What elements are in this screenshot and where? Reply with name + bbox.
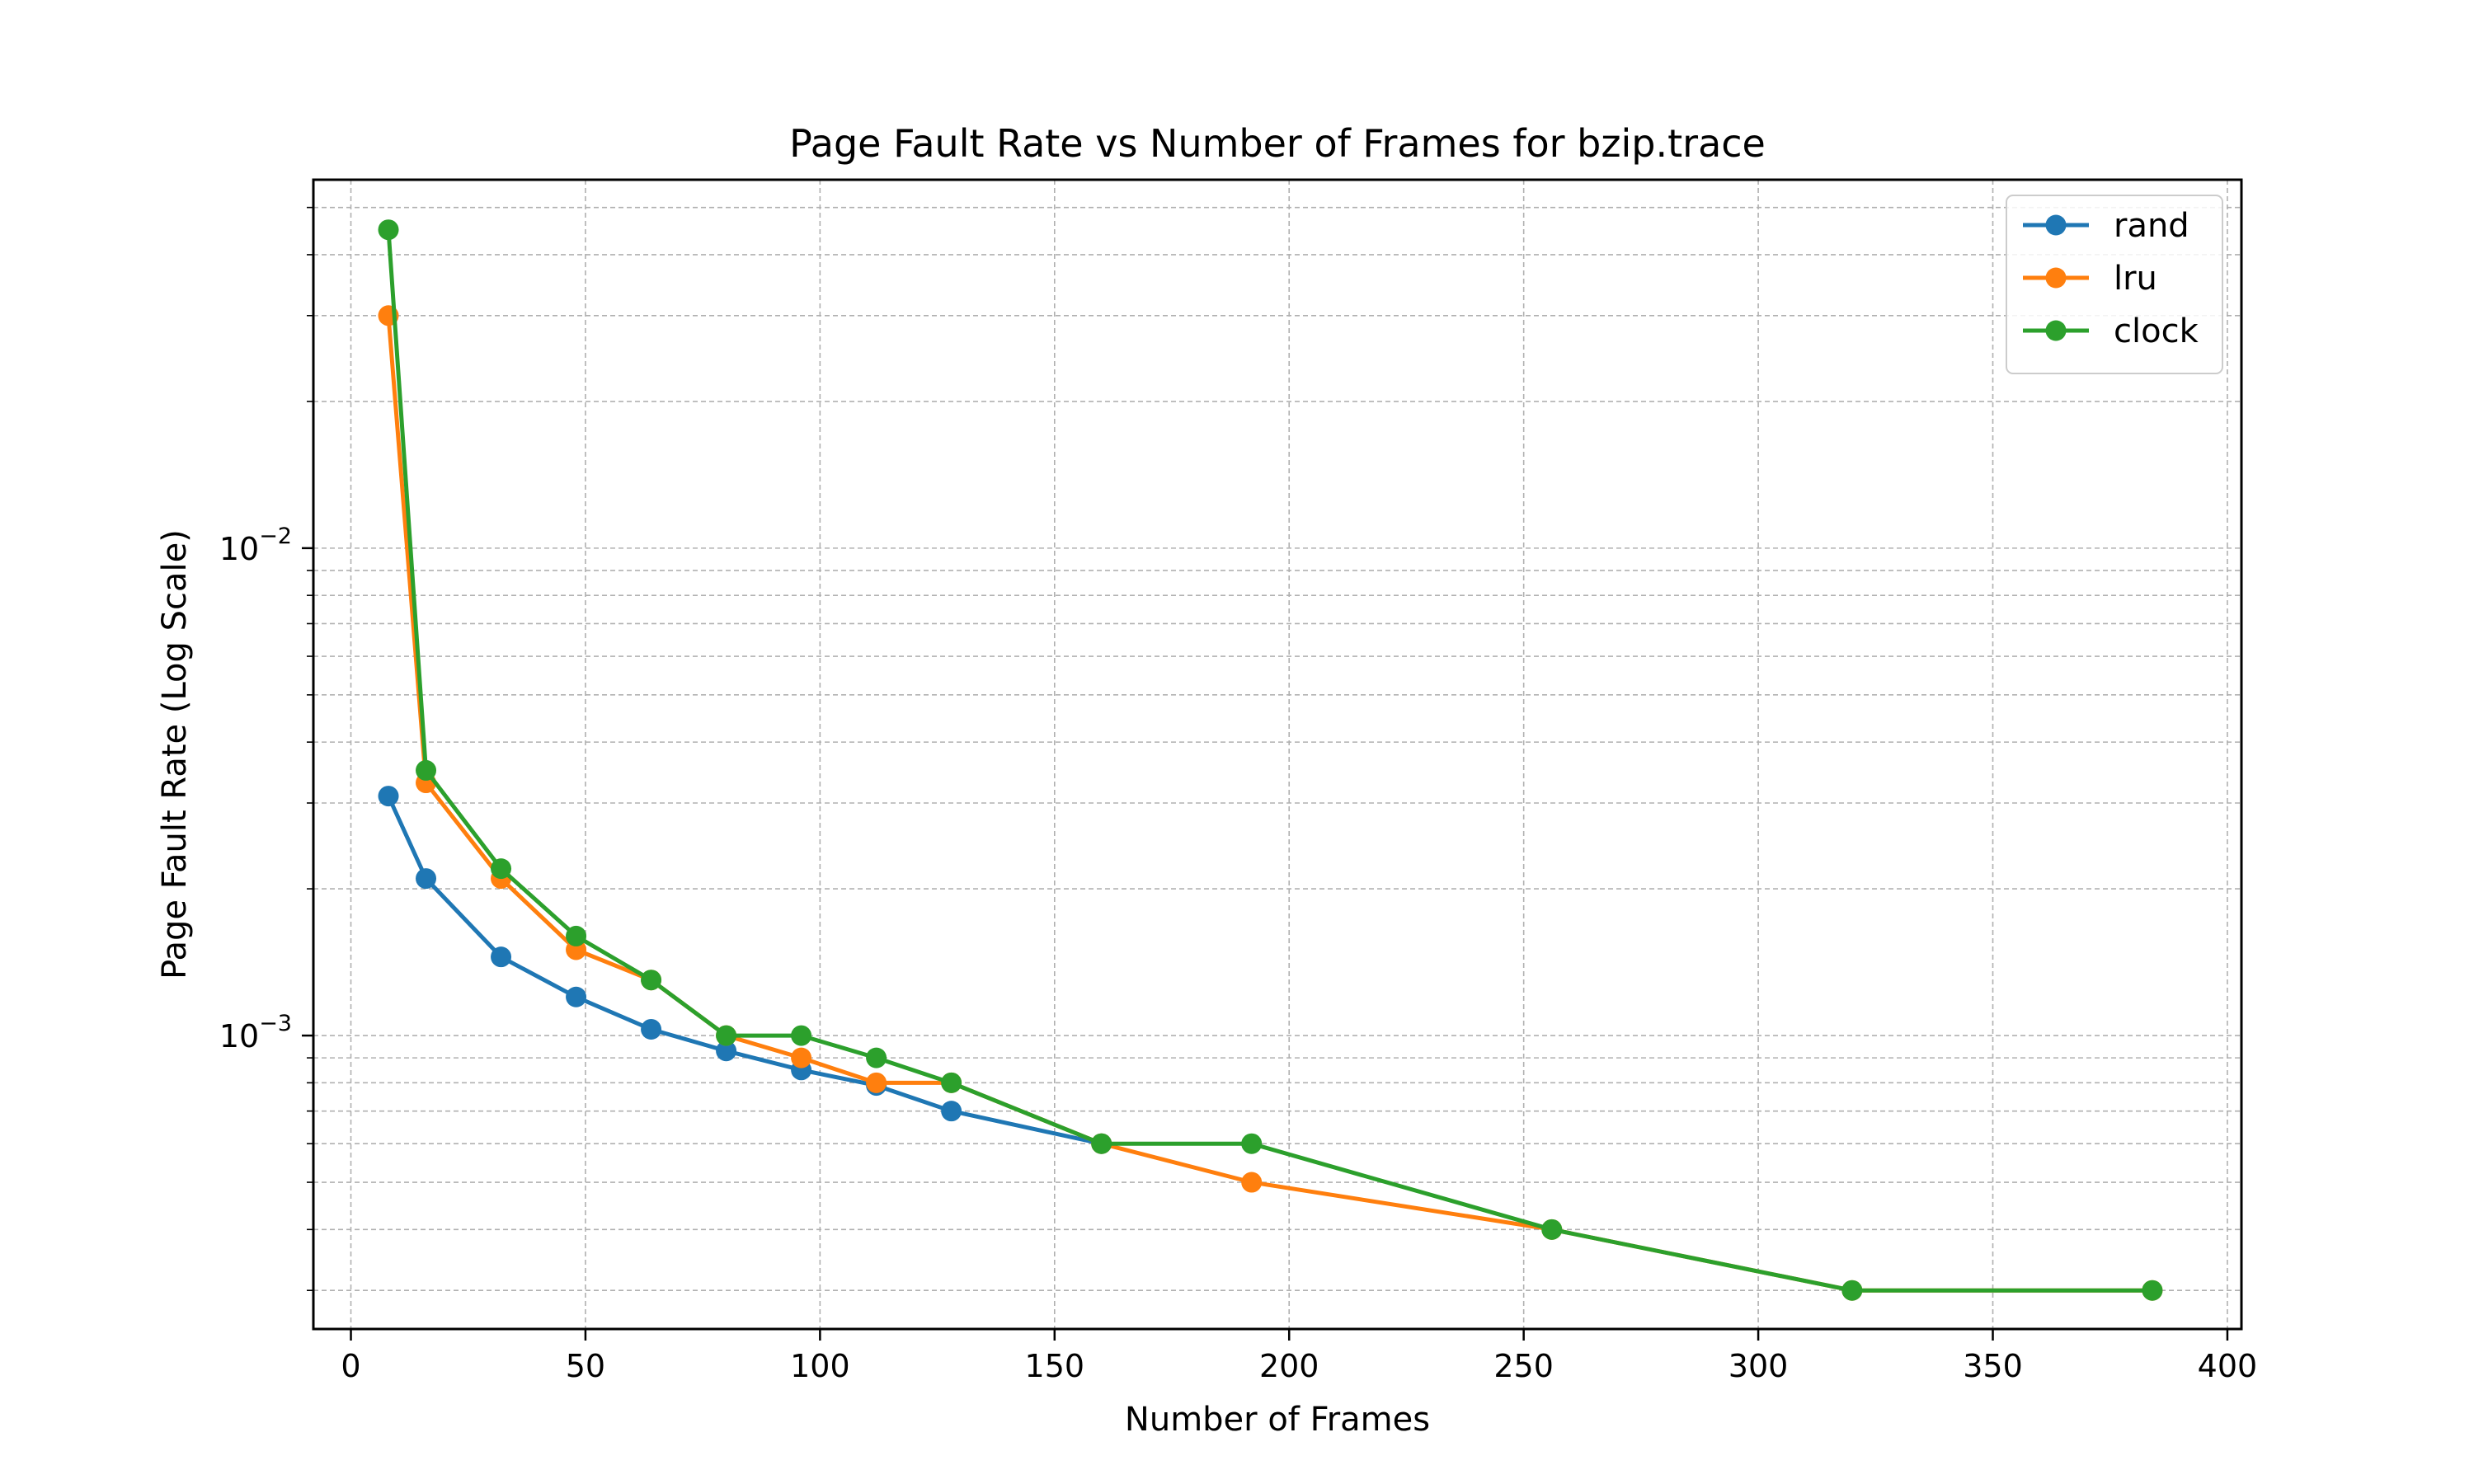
legend-label-rand: rand <box>2114 207 2189 245</box>
legend: rand lru clock <box>2006 195 2223 374</box>
data-point-clock <box>1841 1280 1863 1301</box>
data-point-rand <box>378 786 399 807</box>
x-tick-label: 250 <box>1493 1348 1554 1384</box>
x-tick-label: 0 <box>341 1348 360 1384</box>
x-tick-label: 350 <box>1963 1348 2023 1384</box>
legend-marker-lru <box>2045 267 2067 289</box>
data-point-clock <box>491 858 512 880</box>
x-tick-label: 100 <box>790 1348 850 1384</box>
data-point-rand <box>566 986 587 1007</box>
data-point-clock <box>1241 1133 1263 1154</box>
data-point-clock <box>941 1072 962 1093</box>
series-line-lru <box>386 315 2152 1293</box>
x-axis-label: Number of Frames <box>1125 1401 1430 1439</box>
data-point-clock <box>378 219 399 241</box>
grid <box>313 180 2241 1329</box>
x-tick-label: 400 <box>2198 1348 2258 1384</box>
data-point-lru <box>1241 1172 1263 1193</box>
data-point-rand <box>716 1040 737 1062</box>
data-point-rand <box>641 1018 662 1040</box>
plot-series <box>378 219 2163 1301</box>
y-axis-label: Page Fault Rate (Log Scale) <box>156 529 194 979</box>
x-tick-label: 200 <box>1259 1348 1319 1384</box>
data-point-lru <box>866 1072 887 1093</box>
data-point-clock <box>866 1047 887 1068</box>
data-point-clock <box>416 759 437 781</box>
data-point-lru <box>791 1047 812 1068</box>
legend-marker-rand <box>2045 214 2067 236</box>
y-tick-label: 10−2 <box>219 524 292 567</box>
legend-label-lru: lru <box>2114 260 2157 298</box>
legend-marker-clock <box>2045 320 2067 341</box>
data-point-rand <box>941 1101 962 1122</box>
axis-ticks: 0 50 100 150 200 250 300 350 400 10−3 10−2 <box>219 206 2258 1384</box>
series-line-rand <box>386 795 1103 1146</box>
data-point-clock <box>641 970 662 991</box>
plot-frame <box>312 178 2243 1331</box>
data-point-clock <box>1541 1219 1563 1240</box>
data-point-rand <box>416 868 437 890</box>
data-point-clock <box>1091 1133 1112 1154</box>
data-point-rand <box>491 946 512 968</box>
x-tick-label: 300 <box>1729 1348 1789 1384</box>
x-tick-label: 50 <box>566 1348 605 1384</box>
x-tick-label: 150 <box>1025 1348 1085 1384</box>
legend-label-clock: clock <box>2114 312 2199 350</box>
data-point-clock <box>716 1025 737 1046</box>
series-clock <box>378 219 2163 1301</box>
data-point-clock <box>791 1025 812 1046</box>
y-tick-label: 10−3 <box>219 1011 292 1054</box>
data-point-clock <box>2142 1280 2163 1301</box>
chart-title: Page Fault Rate vs Number of Frames for … <box>789 121 1766 166</box>
series-line-clock <box>386 229 2152 1293</box>
data-point-clock <box>566 925 587 946</box>
